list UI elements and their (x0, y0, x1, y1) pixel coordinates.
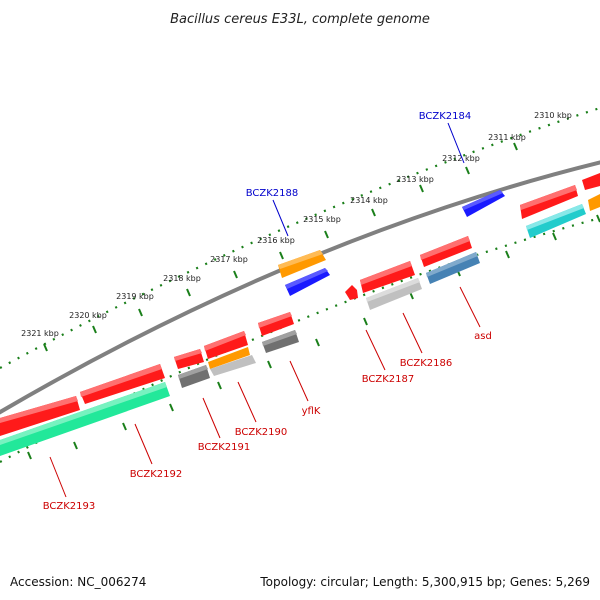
inner-gene-labels: asd BCZK2186 BCZK2187 yflK BCZK2190 BCZK… (43, 286, 492, 512)
outer-gene-labels: BCZK2184 BCZK2188 (246, 111, 472, 237)
gene-silver-2[interactable] (210, 355, 256, 376)
scale-label: 2318 kbp (163, 274, 201, 283)
gene-dimgray-2-top (178, 365, 208, 379)
gene-label-bczk2186[interactable]: BCZK2186 (400, 358, 453, 369)
leader-line (202, 397, 221, 439)
gene-label-asd[interactable]: asd (474, 331, 492, 342)
gene-label-bczk2191[interactable]: BCZK2191 (198, 442, 251, 453)
gene-seagreen-top (0, 382, 167, 445)
scale-label: 2317 kbp (210, 255, 248, 264)
outer-scale-line (0, 106, 600, 369)
leader-line (49, 456, 67, 498)
inner-major-ticks (27, 214, 600, 460)
gene-bczk2188-top (285, 268, 328, 289)
upper-inner-genes (0, 173, 600, 436)
scale-label: 2316 kbp (257, 236, 295, 245)
outer-major-ticks (43, 142, 518, 352)
inner-scale-line (0, 216, 600, 463)
leader-line (272, 199, 289, 237)
gene-label-bczk2184[interactable]: BCZK2184 (419, 111, 472, 122)
gene-bczk2190-top (204, 331, 246, 351)
gene-bczk2193-red-top (0, 396, 78, 423)
gene-bczk2192-red-top (80, 364, 162, 397)
leader-line (459, 286, 481, 328)
gene-bczk2187[interactable] (345, 285, 358, 300)
scale-labels: 2310 kbp 2311 kbp 2312 kbp 2313 kbp 2314… (21, 111, 572, 338)
gene-silver-top (366, 278, 420, 302)
accession-text: Accession: NC_006274 (10, 575, 146, 589)
scale-label: 2321 kbp (21, 329, 59, 338)
gene-label-bczk2192[interactable]: BCZK2192 (130, 469, 183, 480)
leader-line (447, 122, 465, 164)
gene-bczk2186-top (360, 261, 412, 285)
scale-label: 2311 kbp (488, 133, 526, 142)
leader-line (365, 329, 386, 371)
scale-label: 2314 kbp (350, 196, 388, 205)
leader-line (237, 381, 257, 423)
gene-red-2[interactable] (582, 173, 600, 190)
gene-label-bczk2187[interactable]: BCZK2187 (362, 374, 415, 385)
scale-label: 2310 kbp (534, 111, 572, 120)
scale-label: 2319 kbp (116, 292, 154, 301)
lower-inner-genes (0, 194, 600, 456)
scale-label: 2312 kbp (442, 154, 480, 163)
gene-steelblue-top (426, 252, 478, 277)
leader-line (402, 312, 423, 354)
gene-label-bczk2190[interactable]: BCZK2190 (235, 427, 288, 438)
gene-label-yflk[interactable]: yflK (302, 406, 321, 417)
gene-label-bczk2188[interactable]: BCZK2188 (246, 188, 299, 199)
leader-line (289, 360, 309, 402)
scale-label: 2315 kbp (303, 215, 341, 224)
gene-cyan-1-top (526, 204, 584, 230)
gene-bczk2191-top (174, 349, 202, 361)
scale-label: 2320 kbp (69, 311, 107, 320)
gene-dimgray-1-top (262, 330, 297, 346)
gene-red-1-top (520, 185, 577, 210)
gene-orange-3[interactable] (208, 347, 250, 369)
topology-text: Topology: circular; Length: 5,300,915 bp… (259, 575, 590, 589)
gene-asd-top (420, 236, 470, 260)
outer-strand-genes (278, 190, 505, 296)
gene-label-bczk2193[interactable]: BCZK2193 (43, 501, 96, 512)
gene-orange-2[interactable] (588, 194, 600, 211)
gene-bczk2184-top (462, 190, 503, 210)
gene-yflk-top (258, 312, 292, 328)
leader-line (134, 423, 153, 465)
scale-label: 2313 kbp (396, 175, 434, 184)
map-title: Bacillus cereus E33L, complete genome (170, 12, 430, 27)
gene-orange-outer-top (278, 250, 323, 269)
